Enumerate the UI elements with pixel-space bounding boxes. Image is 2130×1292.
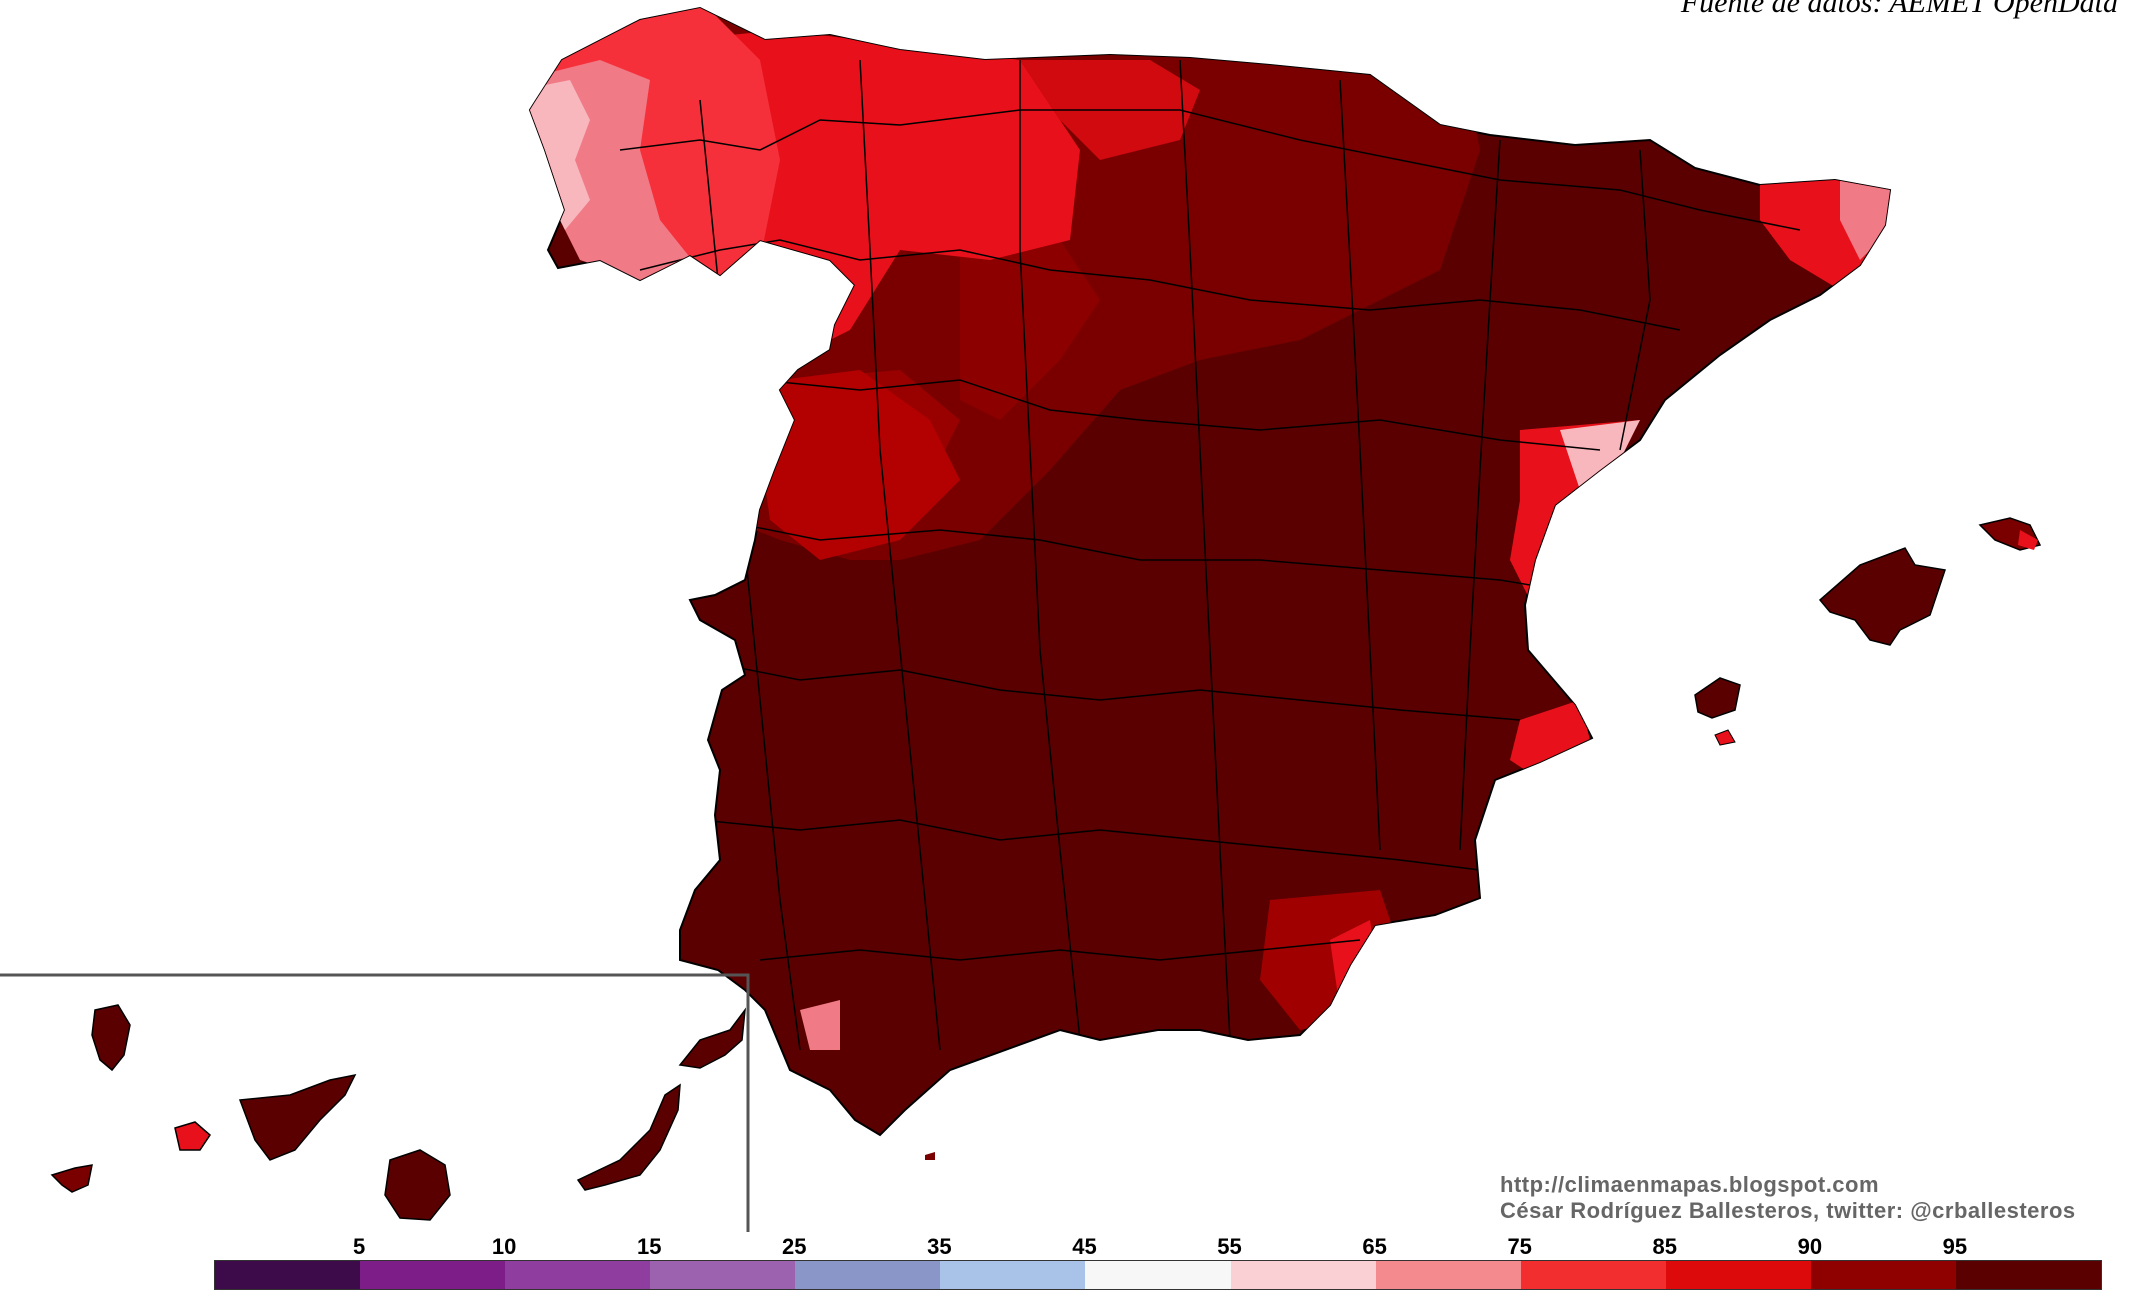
legend-swatch: [1230, 1261, 1376, 1289]
legend-label: 10: [491, 1234, 517, 1259]
legend-label: 85: [1652, 1234, 1678, 1259]
legend-swatch: [650, 1261, 796, 1289]
zone-galicia-lightpink: [530, 80, 590, 230]
legend-labels: 5 10 15 25 35 45 55 65 75 85 90 95: [214, 1234, 2100, 1259]
legend-label: 35: [927, 1234, 952, 1259]
gran-canaria: [384, 1149, 451, 1221]
zone-valencia-pink: [1560, 420, 1640, 490]
credits: http://climaenmapas.blogspot.com César R…: [1500, 1172, 2076, 1224]
legend-label: 75: [1507, 1234, 1532, 1259]
zone-castilla-medium: [960, 240, 1100, 420]
legend-swatch: [1520, 1261, 1666, 1289]
province-borders: [619, 59, 1801, 1051]
menorca-red: [2018, 530, 2038, 550]
canary-inset-frame: [0, 973, 750, 1232]
la-gomera: [174, 1121, 211, 1151]
credits-author: César Rodríguez Ballesteros, twitter: @c…: [1500, 1198, 2076, 1223]
legend-label: 55: [1217, 1234, 1242, 1259]
zone-alicante-red: [1510, 700, 1590, 780]
zone-zamora-red: [760, 370, 960, 560]
credits-url[interactable]: http://climaenmapas.blogspot.com: [1500, 1172, 1880, 1197]
mallorca: [1818, 547, 1946, 646]
el-hierro: [50, 1164, 93, 1193]
legend-swatch: [1955, 1261, 2102, 1289]
legend-label: 90: [1797, 1234, 1823, 1259]
formentera: [1714, 729, 1736, 746]
la-palma: [91, 1004, 131, 1072]
legend-label: 65: [1362, 1234, 1387, 1259]
legend-swatch: [1665, 1261, 1811, 1289]
legend-label: 15: [636, 1234, 662, 1259]
ibiza: [1694, 677, 1741, 719]
color-legend: [214, 1260, 2102, 1290]
legend-swatch: [1810, 1261, 1956, 1289]
lanzarote: [678, 1007, 747, 1069]
legend-swatch: [360, 1261, 506, 1289]
legend-label: 45: [1072, 1234, 1097, 1259]
legend-swatch: [1085, 1261, 1231, 1289]
legend-label: 5: [352, 1234, 366, 1259]
tenerife: [238, 1073, 357, 1161]
legend-swatch: [795, 1261, 941, 1289]
legend-swatch: [940, 1261, 1086, 1289]
legend-swatch: [1375, 1261, 1521, 1289]
fuerteventura: [576, 1083, 681, 1191]
legend-swatch: [505, 1261, 651, 1289]
legend-label: 95: [1942, 1234, 1968, 1259]
legend-label: 25: [782, 1234, 807, 1259]
data-source-text: Fuente de datos: AEMET OpenData: [1680, 0, 2118, 19]
ceuta: [925, 1152, 935, 1160]
legend-swatch: [215, 1261, 361, 1289]
zone-cadiz-pink: [800, 1000, 840, 1050]
